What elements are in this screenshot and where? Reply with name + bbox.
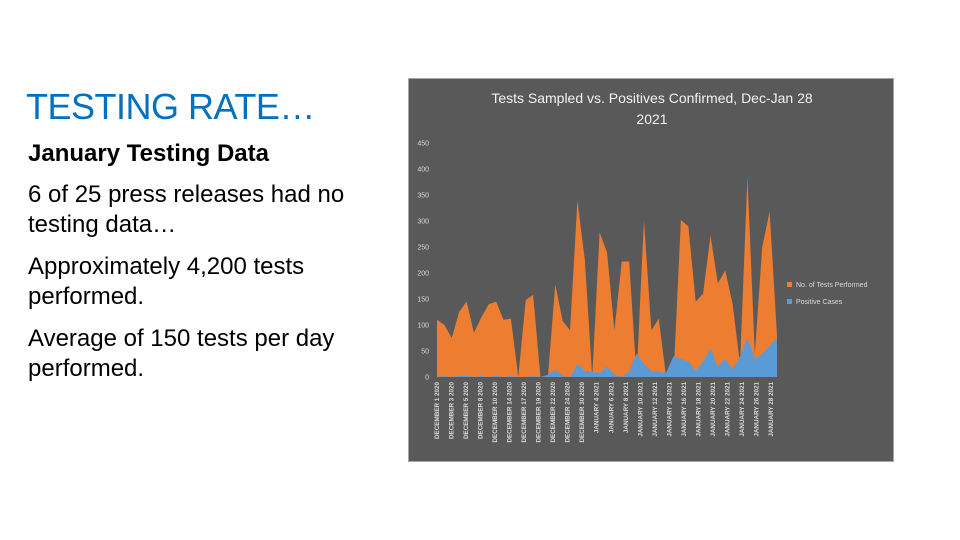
- plot-area: [437, 176, 777, 377]
- x-axis: DECEMBER 1 2020 DECEMBER 3 2020 DECEMBER 5…: [434, 382, 775, 443]
- area-series-2: [437, 338, 777, 377]
- legend-label-1: No. of Tests Performed: [796, 282, 868, 289]
- y-axis: 0 50 100 150 200 250 300 350 400 450: [417, 141, 429, 382]
- x-tick-label: JANUARY 24 2021: [739, 382, 746, 437]
- y-tick-label: 400: [417, 167, 429, 174]
- y-tick-label: 350: [417, 193, 429, 200]
- slide-body: January Testing Data 6 of 25 press relea…: [28, 140, 388, 396]
- x-tick-label: DECEMBER 3 2020: [449, 382, 456, 440]
- x-tick-label: JANUARY 6 2021: [608, 382, 615, 434]
- y-tick-label: 200: [417, 271, 429, 278]
- chart-title-line-1: Tests Sampled vs. Positives Confirmed, D…: [491, 90, 813, 106]
- paragraph-press-releases: 6 of 25 press releases had no testing da…: [28, 181, 345, 238]
- chart: Tests Sampled vs. Positives Confirmed, D…: [408, 78, 894, 462]
- x-tick-label: DECEMBER 24 2020: [565, 382, 572, 443]
- paragraph-tests-performed: Approximately 4,200 tests performed.: [28, 253, 305, 310]
- slide-title: TESTING RATE…: [26, 86, 315, 127]
- x-tick-label: JANUARY 10 2021: [637, 382, 644, 437]
- subheading: January Testing Data: [28, 140, 269, 167]
- x-tick-label: DECEMBER 19 2020: [536, 382, 543, 443]
- y-tick-label: 0: [425, 375, 429, 382]
- x-tick-label: DECEMBER 10 2020: [492, 382, 499, 443]
- y-tick-label: 300: [417, 219, 429, 226]
- x-tick-label: DECEMBER 5 2020: [463, 382, 470, 440]
- y-tick-label: 450: [417, 141, 429, 148]
- chart-title-line-2: 2021: [636, 111, 667, 127]
- x-tick-label: JANUARY 8 2021: [623, 382, 630, 434]
- x-tick-label: DECEMBER 30 2020: [579, 382, 586, 443]
- x-tick-label: JANUARY 28 2021: [768, 382, 775, 437]
- x-tick-label: DECEMBER 17 2020: [521, 382, 528, 443]
- x-tick-label: DECEMBER 14 2020: [507, 382, 514, 443]
- legend-label-2: Positive Cases: [796, 299, 843, 306]
- legend-swatch-2: [787, 299, 792, 304]
- y-tick-label: 250: [417, 245, 429, 252]
- x-tick-label: JANUARY 22 2021: [724, 382, 731, 437]
- legend: No. of Tests Performed Positive Cases: [787, 282, 868, 306]
- x-tick-label: JANUARY 26 2021: [753, 382, 760, 437]
- y-tick-label: 100: [417, 323, 429, 330]
- y-tick-label: 150: [417, 297, 429, 304]
- area-series-1: [437, 176, 777, 377]
- chart-canvas: Tests Sampled vs. Positives Confirmed, D…: [417, 90, 868, 443]
- x-tick-label: JANUARY 20 2021: [710, 382, 717, 437]
- x-tick-label: JANUARY 12 2021: [652, 382, 659, 437]
- x-tick-label: DECEMBER 22 2020: [550, 382, 557, 443]
- x-tick-label: JANUARY 4 2021: [594, 382, 601, 434]
- x-tick-label: JANUARY 14 2021: [666, 382, 673, 437]
- x-tick-label: DECEMBER 1 2020: [434, 382, 441, 440]
- paragraph-average-tests: Average of 150 tests per day performed.: [28, 325, 335, 382]
- x-tick-label: JANUARY 16 2021: [681, 382, 688, 437]
- x-tick-label: DECEMBER 8 2020: [478, 382, 485, 440]
- legend-swatch-1: [787, 282, 792, 287]
- x-tick-label: JANUARY 18 2021: [695, 382, 702, 437]
- y-tick-label: 50: [421, 349, 429, 356]
